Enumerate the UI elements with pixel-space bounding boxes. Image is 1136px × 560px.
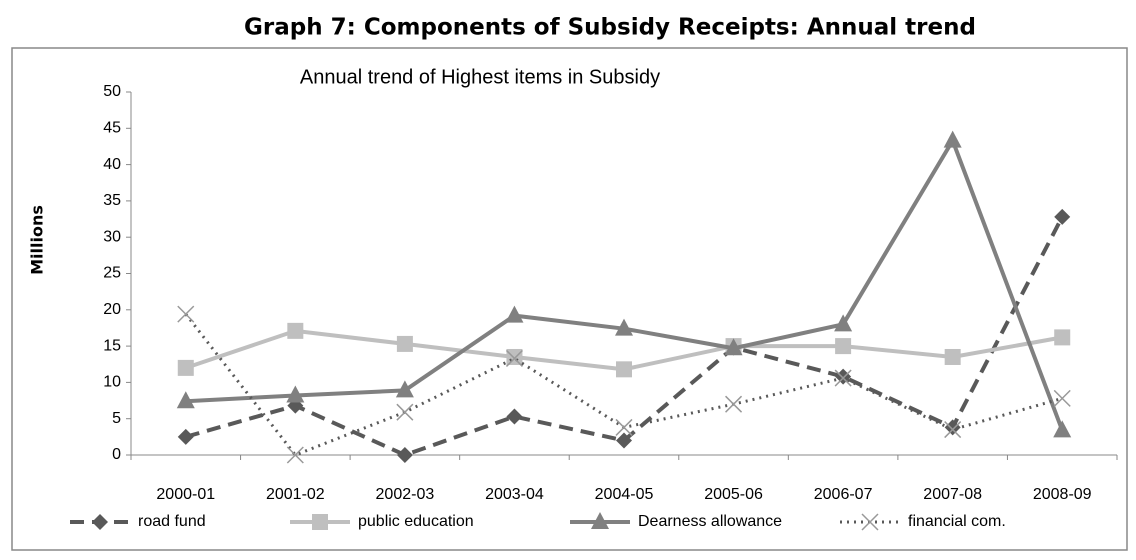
legend-label: public education — [358, 513, 474, 530]
legend-label: Dearness allowance — [638, 513, 782, 530]
chart-title: Annual trend of Highest items in Subsidy — [300, 66, 660, 88]
data-point — [1053, 389, 1071, 407]
x-tick-label: 2001-02 — [266, 486, 325, 503]
data-point — [834, 314, 853, 332]
x-tick-label: 2003-04 — [485, 486, 544, 503]
y-axis-label: Millions — [28, 205, 47, 275]
legend-marker — [92, 514, 108, 530]
data-point — [396, 335, 413, 352]
y-tick-label: 30 — [103, 228, 121, 245]
page-title: Graph 7: Components of Subsidy Receipts:… — [244, 15, 976, 41]
data-point — [725, 395, 743, 413]
data-point — [176, 391, 195, 409]
legend-label: financial com. — [908, 513, 1006, 530]
y-tick-label: 35 — [103, 192, 121, 209]
y-tick-label: 15 — [103, 337, 121, 354]
data-point — [177, 428, 194, 445]
legend-marker — [312, 514, 328, 530]
data-point — [943, 130, 962, 148]
data-point — [615, 318, 633, 336]
data-point — [615, 418, 633, 436]
data-point — [287, 322, 304, 339]
data-point — [944, 421, 962, 439]
y-tick-label: 0 — [112, 446, 121, 463]
legend-label: road fund — [138, 513, 206, 530]
data-point — [834, 369, 852, 387]
data-point — [177, 359, 194, 376]
data-point — [1054, 208, 1071, 225]
data-point — [506, 408, 523, 425]
data-point — [177, 305, 195, 323]
data-point — [1053, 420, 1072, 438]
y-tick-label: 5 — [112, 410, 121, 427]
data-point — [724, 338, 743, 356]
legend-marker — [861, 513, 879, 531]
series-line — [185, 136, 1065, 432]
data-point — [835, 368, 852, 385]
data-point — [286, 446, 304, 464]
x-tick-label: 2005-06 — [704, 486, 763, 503]
y-tick-label: 20 — [103, 301, 121, 318]
data-point — [944, 419, 961, 436]
data-point — [835, 338, 852, 355]
data-point — [616, 432, 632, 449]
x-tick-label: 2000-01 — [156, 486, 215, 503]
y-tick-label: 40 — [103, 156, 121, 173]
data-point — [944, 348, 961, 365]
y-tick-label: 10 — [103, 374, 121, 391]
y-tick-label: 25 — [103, 265, 121, 282]
data-point — [505, 349, 523, 367]
data-point — [616, 361, 632, 378]
x-tick-label: 2007-08 — [923, 486, 982, 503]
legend-marker — [591, 512, 609, 529]
chart-frame — [11, 47, 1128, 551]
x-tick-label: 2002-03 — [376, 486, 435, 503]
data-point — [286, 385, 305, 403]
y-tick-label: 50 — [103, 83, 121, 100]
x-tick-label: 2008-09 — [1033, 486, 1092, 503]
data-point — [1054, 329, 1071, 346]
x-tick-label: 2006-07 — [814, 486, 873, 503]
data-point — [396, 447, 413, 463]
data-point — [396, 403, 414, 421]
data-point — [505, 305, 524, 323]
data-point — [395, 380, 414, 398]
y-tick-label: 45 — [103, 120, 121, 137]
x-tick-label: 2004-05 — [595, 486, 654, 503]
data-point — [506, 348, 523, 365]
